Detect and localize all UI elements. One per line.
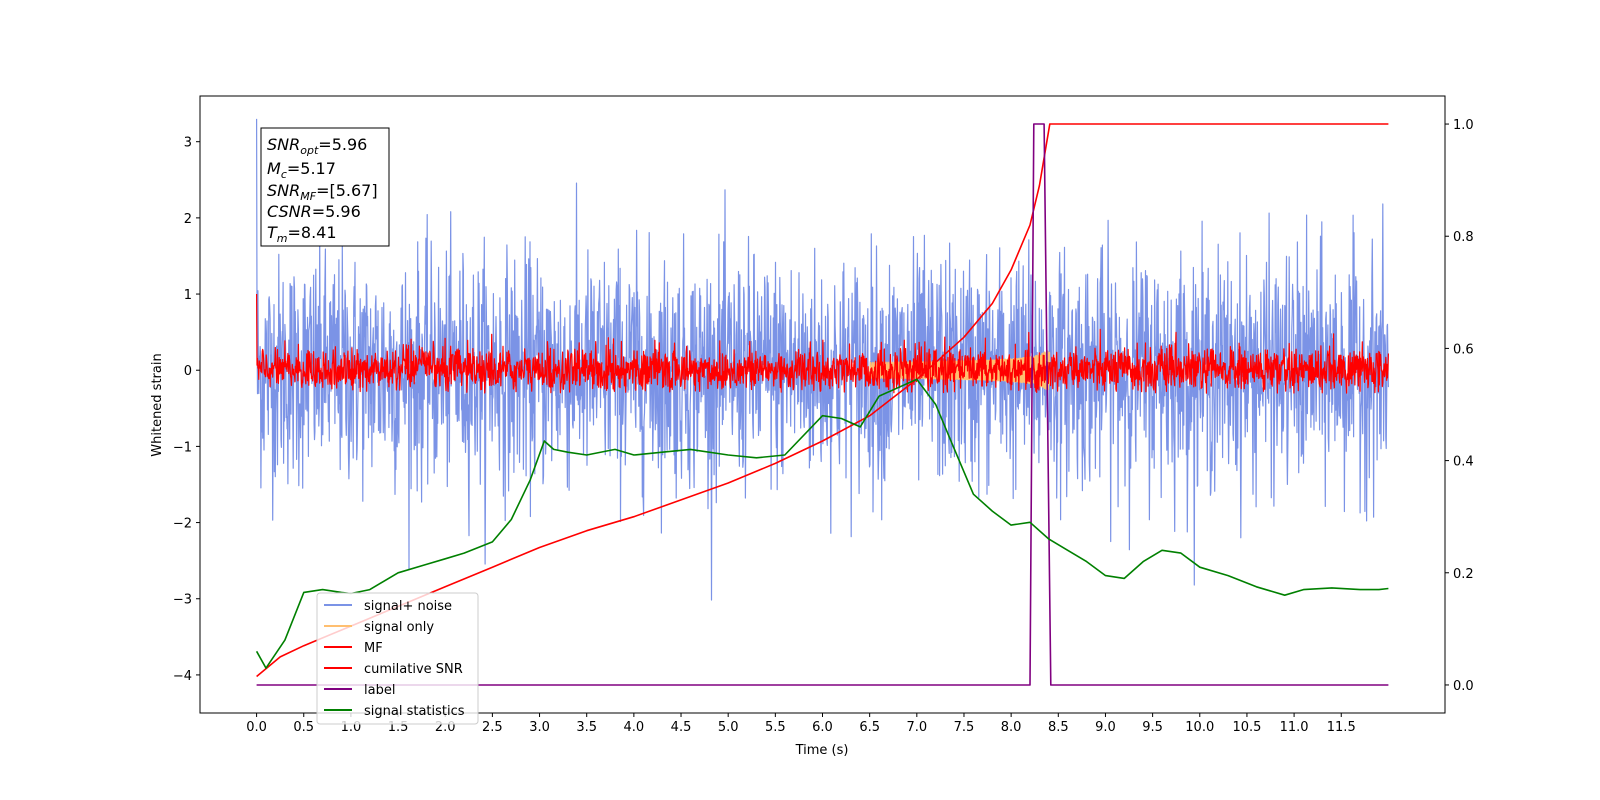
y-tick-label: 0: [184, 364, 192, 379]
x-tick-label: 8.5: [1048, 720, 1069, 735]
x-tick-label: 6.5: [859, 720, 880, 735]
legend-frame: [316, 592, 479, 725]
y-tick-label: −4: [173, 669, 192, 684]
x-tick-label: 6.0: [812, 720, 833, 735]
legend-items: signal+ noise signal only MF cumilative SNR…: [324, 599, 465, 719]
y2-tick-label: 0.8: [1453, 230, 1474, 245]
x-tick-label: 5.0: [718, 720, 739, 735]
annotation-line-tm: Tm=8.41: [267, 223, 337, 245]
annotation-line-snr-mf: SNRMF=[5.67]: [267, 181, 378, 203]
y-tick-label: −1: [173, 440, 192, 455]
y-axis-right: 1.0 0.8 0.6 0.4 0.2 0.0: [1445, 118, 1474, 694]
x-tick-label: 5.5: [765, 720, 786, 735]
annotation-box: SNRopt=5.96 Mc=5.17 SNRMF=[5.67] CSNR=5.…: [260, 127, 390, 247]
x-tick-label: 8.0: [1001, 720, 1022, 735]
legend-signal-only-label: signal only: [364, 620, 434, 635]
x-tick-label: 9.0: [1095, 720, 1116, 735]
annotation-frame: [260, 127, 390, 247]
annotation-line-csnr: CSNR=5.96: [267, 202, 361, 221]
x-tick-label: 3.0: [529, 720, 550, 735]
annotation-line-mc: Mc=5.17: [267, 159, 336, 181]
y-tick-label: 2: [184, 212, 192, 227]
y2-tick-label: 0.0: [1453, 679, 1474, 694]
x-tick-label: 3.5: [576, 720, 597, 735]
y2-tick-label: 0.4: [1453, 455, 1474, 470]
x-tick-label: 10.0: [1185, 720, 1214, 735]
x-tick-label: 0.0: [246, 720, 267, 735]
x-tick-label: 11.0: [1280, 720, 1309, 735]
legend-signal-statistics-label: signal statistics: [364, 704, 465, 719]
x-tick-label: 10.5: [1232, 720, 1261, 735]
x-tick-label: 0.5: [293, 720, 314, 735]
x-tick-label: 4.5: [671, 720, 692, 735]
series-mf-line: [256, 293, 1389, 394]
legend-mf-label: MF: [364, 641, 383, 656]
x-axis-label: Time (s): [795, 743, 849, 758]
x-tick-label: 4.0: [624, 720, 645, 735]
x-tick-label: 9.5: [1142, 720, 1163, 735]
y-tick-label: 3: [184, 136, 192, 151]
y-axis-left: 3 2 1 0 −1 −2 −3 −4: [173, 136, 200, 684]
x-tick-label: 2.5: [482, 720, 503, 735]
annotation-line-snr-opt: SNRopt=5.96: [267, 135, 367, 157]
legend-signal-noise-label: signal+ noise: [364, 599, 452, 614]
y-tick-label: −2: [173, 517, 192, 532]
y-tick-label: −3: [173, 593, 192, 608]
y2-tick-label: 0.6: [1453, 342, 1474, 357]
legend-cumilative-snr-label: cumilative SNR: [364, 662, 463, 677]
y-tick-label: 1: [184, 288, 192, 303]
y2-tick-label: 0.2: [1453, 567, 1474, 582]
x-tick-label: 7.0: [906, 720, 927, 735]
x-tick-label: 11.5: [1327, 720, 1356, 735]
legend-label-label: label: [364, 683, 395, 698]
series-label-line: [256, 123, 1389, 686]
x-tick-label: 7.5: [954, 720, 975, 735]
y2-tick-label: 1.0: [1453, 118, 1474, 133]
y-axis-label: Whitened strain: [150, 353, 165, 456]
series-signal-statistics-line: [255, 378, 1389, 669]
legend: signal+ noise signal only MF cumilative SNR…: [316, 592, 479, 725]
